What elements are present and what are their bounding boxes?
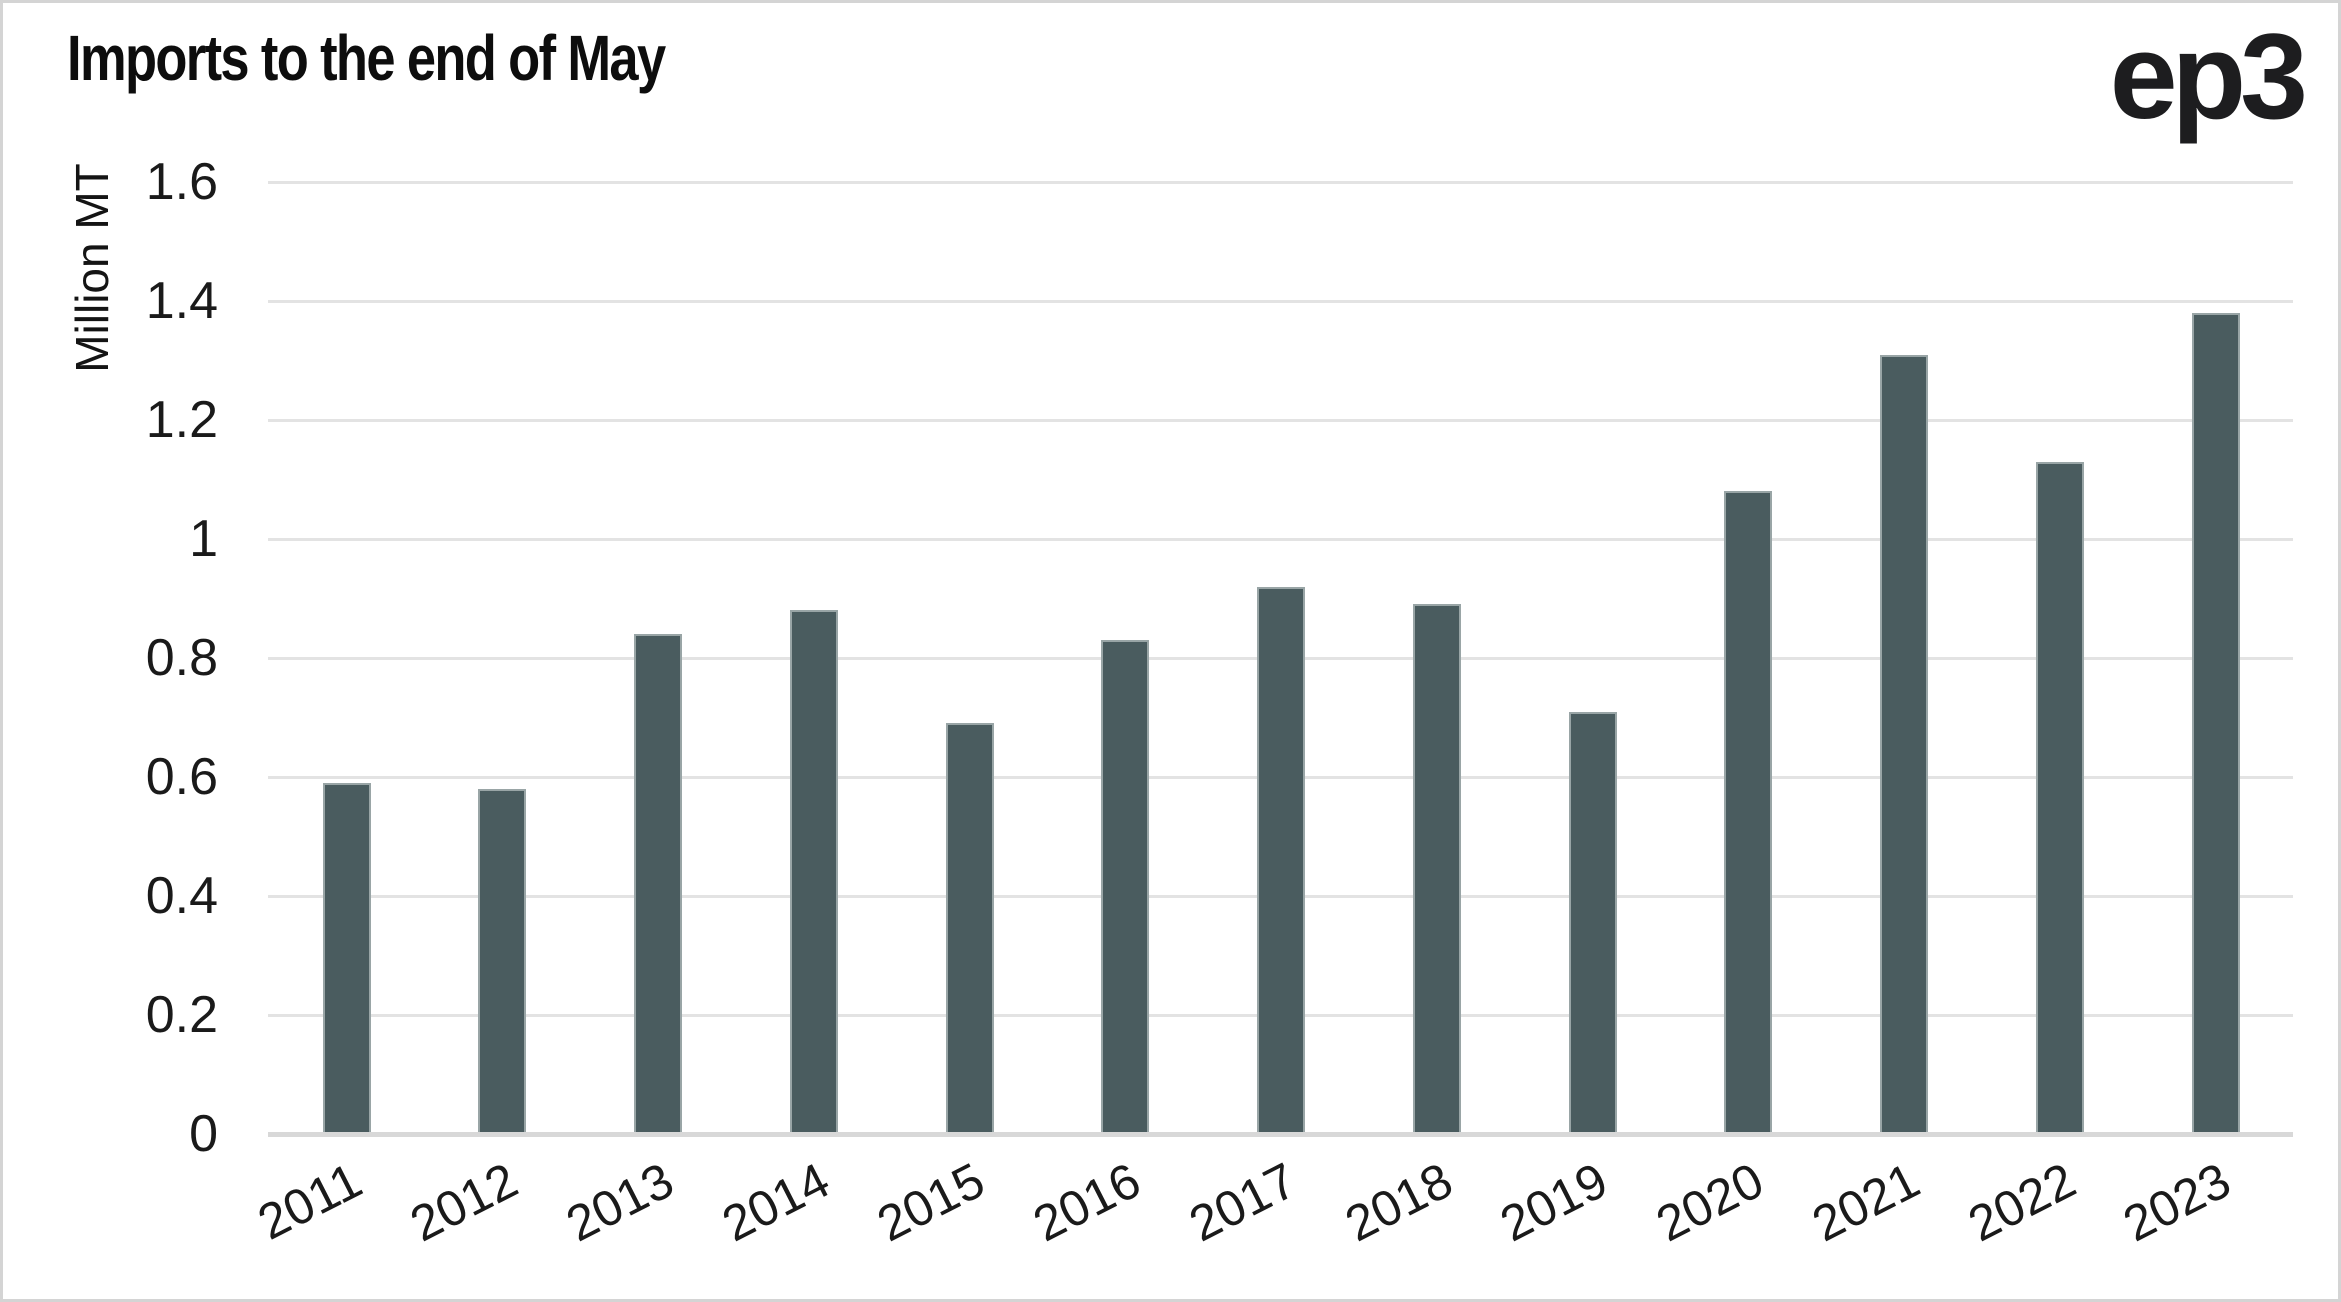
bar-2021 [1880,354,1928,1134]
y-tick-label: 1.4 [145,272,218,330]
x-axis-line [268,1132,2293,1137]
bar-2012 [478,788,527,1134]
x-tick-label: 2016 [1024,1151,1150,1253]
y-tick-label: 0 [189,1105,218,1163]
y-tick-label: 1 [189,510,218,568]
y-tick-label: 0.4 [145,867,218,925]
gridline [268,300,2293,303]
x-tick-label: 2023 [2114,1151,2240,1253]
bar-2018 [1412,604,1461,1134]
x-tick-label: 2018 [1336,1151,1461,1253]
y-tick-label: 0.2 [145,986,218,1044]
gridline [268,419,2293,422]
bar-2020 [1724,491,1773,1134]
x-tick-label: 2011 [249,1151,371,1251]
x-tick-label: 2021 [1803,1151,1928,1253]
y-tick-label: 0.6 [145,748,218,806]
bar-2014 [789,610,838,1134]
x-tick-label: 2013 [557,1151,682,1253]
bar-2015 [945,723,994,1134]
gridline [268,181,2293,184]
x-tick-label: 2017 [1180,1151,1305,1253]
brand-logo: ep3 [2109,8,2308,144]
y-tick-label: 0.8 [145,629,218,687]
y-tick-label: 1.6 [145,153,218,211]
bar-2016 [1101,640,1150,1134]
plot-area: 0 0.2 0.4 0.6 0.8 1 1.2 1.4 1.6 2011 2012 2013 2014 2… [3,3,2338,1299]
bar-2022 [2035,461,2084,1134]
bar-2019 [1568,711,1617,1134]
x-tick-label: 2015 [868,1151,994,1253]
x-tick-label: 2014 [713,1151,838,1253]
x-tick-label: 2022 [1959,1151,2084,1253]
gridline [268,538,2293,541]
x-tick-label: 2012 [401,1151,527,1253]
x-tick-label: 2019 [1491,1151,1617,1253]
bar-2011 [322,782,371,1134]
page-title: Imports to the end of May [67,22,666,94]
bar-2013 [634,634,682,1134]
bar-2017 [1257,586,1305,1134]
x-tick-label: 2020 [1647,1151,1773,1253]
bar-2023 [2191,312,2240,1134]
y-tick-label: 1.2 [145,391,218,449]
